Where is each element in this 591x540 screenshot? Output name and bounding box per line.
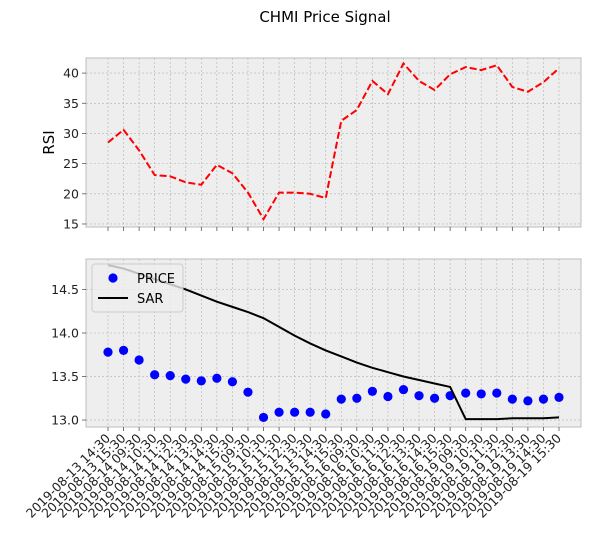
y-tick-label: 14.0 xyxy=(51,325,79,340)
price-point xyxy=(290,407,300,417)
rsi-panel: 15 20 25 30 35 40 RSI xyxy=(40,57,582,231)
price-panel: 13.0 13.5 14.0 14.5 PRICE SAR xyxy=(51,258,582,431)
price-point xyxy=(507,394,517,404)
rsi-y-axis-label: RSI xyxy=(40,130,58,154)
y-tick-label: 35 xyxy=(63,96,79,111)
price-point xyxy=(321,409,331,419)
price-point xyxy=(429,393,440,403)
price-point xyxy=(227,377,238,387)
price-point xyxy=(165,371,175,381)
price-point xyxy=(492,388,502,398)
price-point xyxy=(150,370,160,380)
price-point xyxy=(258,412,269,423)
y-tick-label: 14.5 xyxy=(51,282,79,297)
rsi-series xyxy=(107,61,560,222)
price-point xyxy=(196,376,206,386)
y-tick-label: 20 xyxy=(63,186,79,201)
price-point xyxy=(243,387,253,397)
y-tick-label: 30 xyxy=(63,126,79,141)
legend: PRICE SAR xyxy=(91,263,184,313)
rsi-gridlines xyxy=(86,58,581,227)
price-y-ticks: 13.0 13.5 14.0 14.5 xyxy=(51,282,86,428)
chart-title: CHMI Price Signal xyxy=(259,8,390,26)
price-point xyxy=(398,384,409,395)
price-point xyxy=(461,388,471,398)
rsi-y-ticks: 15 20 25 30 35 40 xyxy=(63,66,86,231)
price-point xyxy=(367,386,377,396)
legend-price-label: PRICE xyxy=(137,272,175,287)
rsi-plot-area xyxy=(85,57,582,228)
legend-sar-label: SAR xyxy=(137,292,163,307)
price-point xyxy=(523,396,533,406)
y-tick-label: 25 xyxy=(63,156,79,171)
price-point xyxy=(118,345,129,355)
rsi-line xyxy=(107,61,560,222)
price-point xyxy=(181,374,191,384)
y-tick-label: 13.0 xyxy=(51,413,79,428)
price-point xyxy=(212,373,222,383)
price-point xyxy=(554,392,564,403)
price-point xyxy=(352,393,362,403)
price-point xyxy=(134,355,144,365)
price-point xyxy=(336,394,346,404)
price-point xyxy=(305,407,315,417)
price-point xyxy=(103,347,113,357)
y-tick-label: 13.5 xyxy=(51,369,79,384)
legend-price-marker xyxy=(108,273,118,283)
y-tick-label: 15 xyxy=(63,216,79,231)
price-point xyxy=(274,407,284,417)
y-tick-label: 40 xyxy=(63,66,79,81)
price-point xyxy=(414,391,424,401)
price-point xyxy=(538,394,549,404)
price-point xyxy=(383,391,393,402)
price-x-ticks xyxy=(107,427,560,431)
rsi-x-ticks xyxy=(107,227,560,231)
price-series xyxy=(103,264,564,423)
price-point xyxy=(476,389,486,399)
